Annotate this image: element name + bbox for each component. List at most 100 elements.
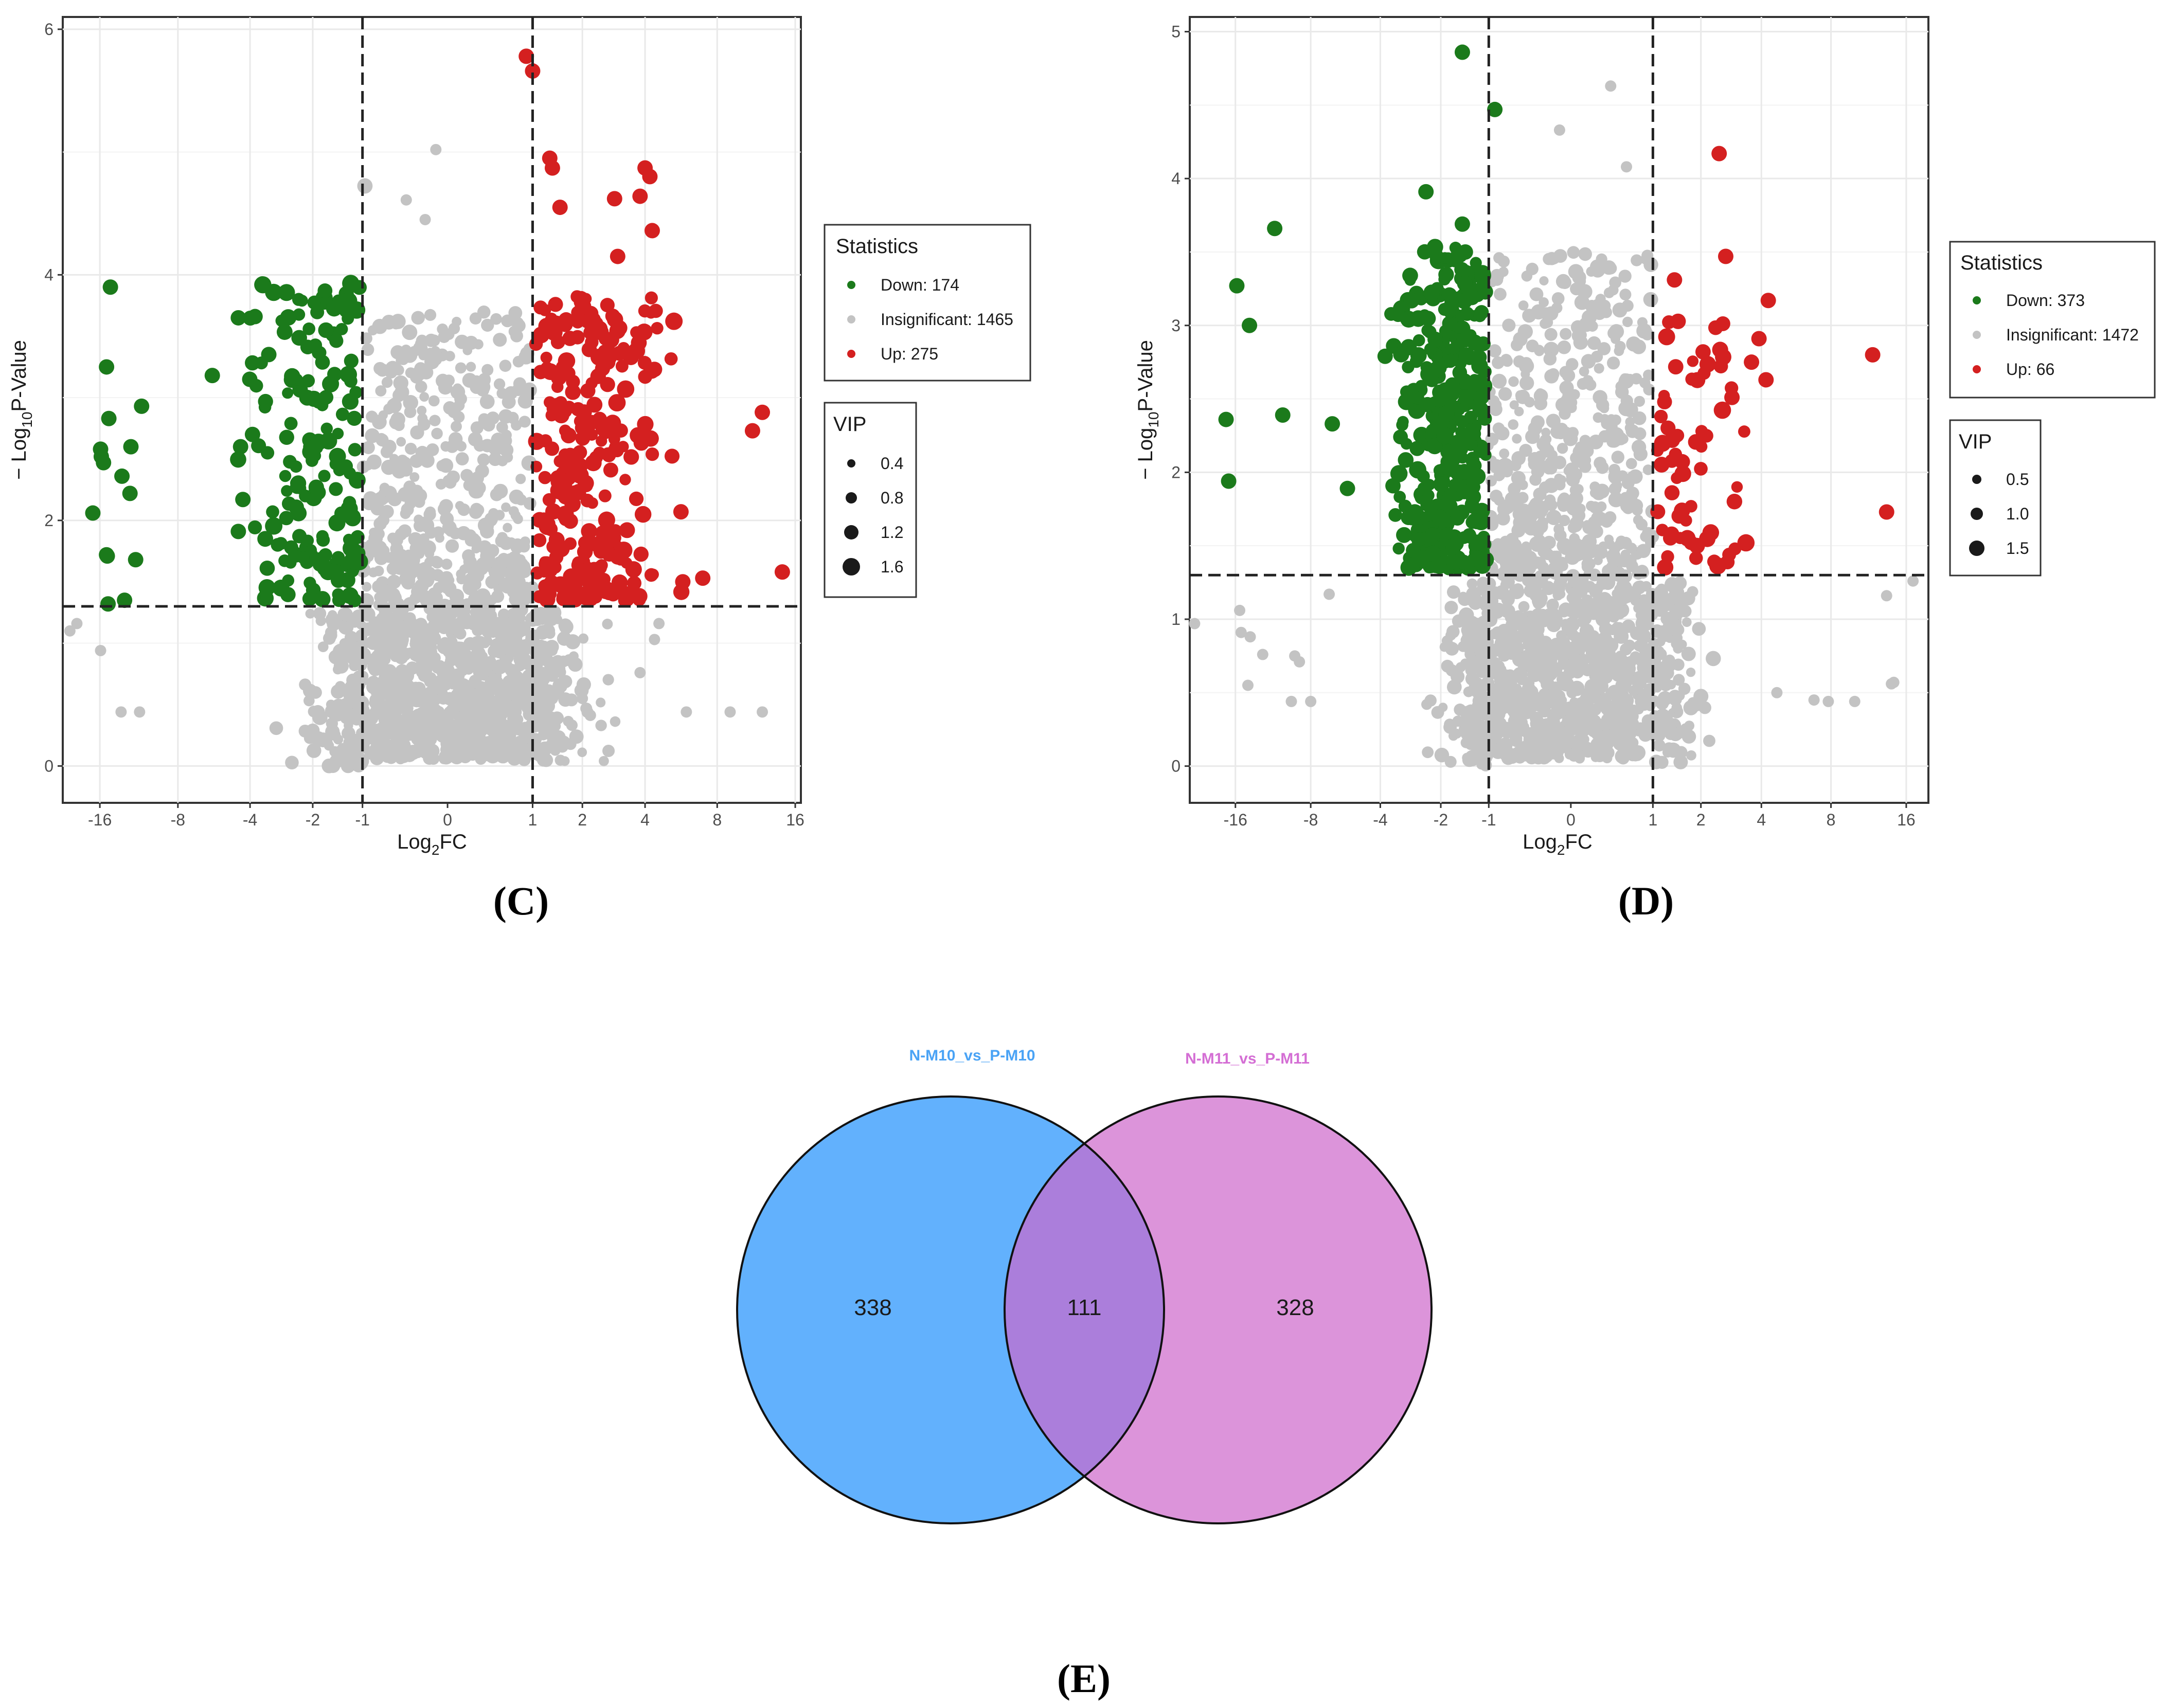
data-point-ns [491,590,505,603]
data-point-down [1440,444,1456,460]
data-point-ns [306,743,321,758]
data-point-ns [1568,606,1581,620]
data-point-ns [1625,417,1635,427]
data-point-ns [462,580,478,596]
data-point-ns [385,613,398,625]
panel-label-c: (C) [493,878,549,923]
data-point-ns [541,667,554,680]
data-point-ns [456,678,470,692]
data-point-down [1411,391,1424,405]
data-point-ns [1557,498,1568,510]
data-point-ns [456,617,466,627]
data-point-down [1221,473,1237,489]
legend-marker-down [847,281,855,289]
data-point-ns [1601,729,1614,741]
y-tick-label: 0 [44,757,53,775]
data-point-up [1744,354,1760,370]
data-point-ns [1638,660,1649,671]
x-tick-label: -16 [1224,811,1247,829]
data-point-ns [368,653,382,666]
data-point-ns [1494,585,1510,600]
data-point-down [122,486,138,501]
data-point-down [1406,543,1421,558]
data-point-ns [1616,535,1627,547]
data-point-ns [502,694,512,704]
data-point-ns [1580,541,1594,554]
data-point-ns [502,395,516,409]
data-point-ns [1594,697,1608,712]
data-point-ns [503,523,512,533]
data-point-ns [394,727,407,740]
data-point-ns [493,483,508,499]
data-point-ns [446,636,458,648]
data-point-ns [1294,656,1305,668]
data-point-ns [1555,649,1570,663]
data-point-up [627,576,642,590]
data-point-ns [1607,356,1620,370]
data-point-ns [1633,671,1644,682]
data-point-up [532,590,546,603]
data-point-ns [1611,451,1624,464]
data-point-down [316,530,329,543]
data-point-up [1713,401,1731,419]
data-point-ns [424,557,435,567]
data-point-up [1737,534,1755,552]
data-point-ns [1502,318,1516,332]
data-point-up [604,415,621,432]
data-point-ns [1552,589,1564,601]
data-point-down [302,591,317,606]
data-point-ns [1446,625,1460,638]
data-point-down [1388,508,1403,522]
data-point-ns [356,654,370,667]
data-point-up [1694,462,1708,476]
data-point-ns [395,664,409,678]
data-point-down [134,398,150,414]
data-point-ns [535,625,550,640]
data-point-down [284,368,300,385]
data-point-ns [481,318,494,332]
data-point-ns [366,454,382,470]
data-point-ns [1488,395,1500,407]
data-point-down [275,314,288,327]
data-point-ns [1626,487,1639,500]
data-point-ns [415,549,425,559]
data-point-up [584,312,601,328]
data-point-ns [362,582,372,592]
data-point-ns [520,536,530,547]
data-point-ns [415,337,427,350]
data-point-ns [1498,676,1510,688]
data-point-up [647,568,659,581]
data-point-ns [1498,737,1513,752]
data-point-ns [1553,124,1565,136]
data-point-down [1450,435,1465,450]
data-point-ns [1548,696,1558,707]
data-point-ns [1441,659,1454,673]
data-point-ns [1518,300,1529,311]
data-point-ns [1606,712,1617,724]
data-point-ns [1569,697,1580,707]
data-point-ns [1489,459,1504,474]
data-point-ns [375,385,387,397]
data-point-ns [419,748,430,759]
data-point-ns [1532,525,1544,538]
data-point-ns [1559,514,1570,527]
data-point-ns [370,696,382,707]
data-point-ns [1553,425,1568,440]
data-point-up [649,303,663,318]
data-point-ns [1528,735,1541,748]
data-point-ns [1631,339,1647,354]
data-point-ns [1560,328,1572,340]
data-point-ns [462,346,473,355]
data-point-ns [499,359,512,372]
data-point-down [1267,221,1283,237]
data-point-ns [1446,679,1462,695]
data-point-up [571,305,585,319]
venn-diagram: N-M10_vs_P-M10 N-M11_vs_P-M11 338 111 32… [736,1047,1433,1701]
data-point-ns [1565,712,1578,725]
data-point-down [1465,489,1481,505]
data-point-ns [392,535,403,546]
data-point-up [615,359,629,373]
data-point-down [1464,289,1480,305]
data-point-up [1695,344,1711,360]
data-point-ns [1492,356,1505,369]
